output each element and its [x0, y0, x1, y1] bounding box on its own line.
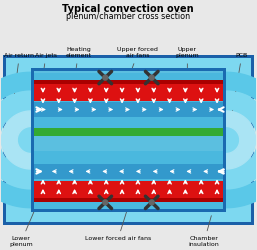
Text: Lower
plenum: Lower plenum	[9, 193, 42, 247]
Text: Chamber
insulation: Chamber insulation	[189, 216, 219, 247]
Text: Upper
plenum: Upper plenum	[176, 48, 199, 98]
Circle shape	[149, 200, 154, 205]
FancyBboxPatch shape	[3, 55, 254, 225]
FancyBboxPatch shape	[34, 73, 223, 131]
Circle shape	[149, 75, 154, 80]
FancyBboxPatch shape	[34, 71, 223, 209]
FancyBboxPatch shape	[31, 68, 226, 212]
FancyBboxPatch shape	[34, 164, 223, 179]
FancyBboxPatch shape	[34, 102, 223, 117]
Text: Heating
element: Heating element	[66, 48, 91, 101]
Text: Lower forced air fans: Lower forced air fans	[85, 210, 151, 241]
FancyBboxPatch shape	[34, 71, 223, 209]
FancyBboxPatch shape	[34, 80, 223, 101]
Polygon shape	[0, 92, 31, 188]
Text: plenum/chamber cross section: plenum/chamber cross section	[66, 12, 190, 20]
Circle shape	[103, 75, 108, 80]
Circle shape	[103, 200, 108, 205]
Polygon shape	[226, 72, 257, 208]
Text: Upper forced
air fans: Upper forced air fans	[117, 48, 158, 77]
FancyBboxPatch shape	[34, 151, 223, 209]
Text: PCB: PCB	[231, 53, 248, 118]
Polygon shape	[0, 72, 31, 208]
Text: Typical convection oven: Typical convection oven	[62, 4, 194, 14]
FancyBboxPatch shape	[34, 80, 223, 84]
FancyBboxPatch shape	[34, 128, 223, 136]
Polygon shape	[1, 111, 31, 169]
FancyBboxPatch shape	[34, 181, 223, 203]
FancyBboxPatch shape	[6, 58, 251, 222]
FancyBboxPatch shape	[31, 68, 226, 212]
FancyBboxPatch shape	[34, 198, 223, 202]
Polygon shape	[226, 92, 257, 188]
Polygon shape	[226, 111, 256, 169]
Text: Air return: Air return	[4, 53, 34, 116]
Text: Air jets: Air jets	[35, 53, 57, 120]
